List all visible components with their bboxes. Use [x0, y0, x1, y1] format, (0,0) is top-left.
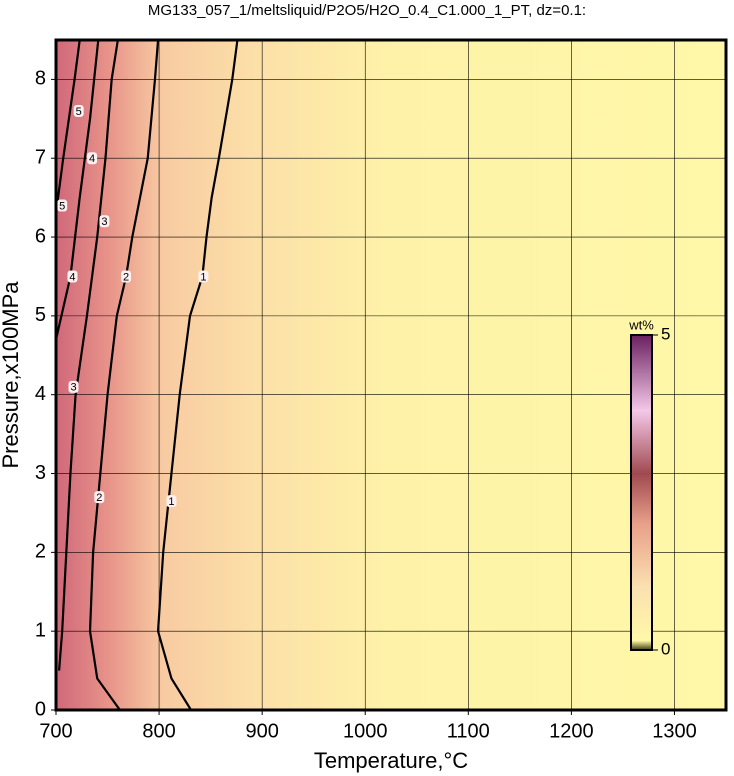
contour-label: 2 — [123, 271, 129, 283]
x-axis-label: Temperature,°C — [314, 748, 468, 773]
chart-title: MG133_057_1/meltsliquid/P2O5/H2O_0.4_C1.… — [148, 2, 586, 19]
contour-line — [88, 39, 160, 711]
contour-label: 4 — [89, 153, 95, 165]
contour-label: 3 — [101, 216, 107, 228]
y-tick-label: 7 — [35, 147, 46, 169]
contour-line — [156, 39, 239, 711]
contour-label-box — [94, 491, 105, 504]
y-tick-label: 4 — [35, 383, 46, 405]
x-tick-label: 900 — [245, 720, 278, 742]
contour-label-box — [73, 104, 84, 117]
contour-line — [54, 39, 81, 214]
contour-label: 1 — [200, 271, 206, 283]
x-tick-label: 1300 — [652, 720, 697, 742]
colorbar-tick-label: 0 — [661, 639, 670, 658]
contour-label: 5 — [76, 106, 82, 118]
x-tick-label: 1100 — [447, 720, 490, 742]
colorbar — [630, 334, 653, 651]
contour-label: 3 — [70, 382, 76, 394]
contour-label-box — [87, 152, 98, 165]
y-tick-label: 5 — [35, 304, 46, 326]
y-tick-label: 0 — [35, 698, 46, 720]
plot-background — [56, 40, 726, 710]
y-tick-label: 3 — [35, 462, 46, 484]
contour-label-box — [166, 495, 177, 508]
contour-label-box — [67, 270, 78, 283]
y-tick-label: 6 — [35, 225, 46, 247]
colorbar-tick-label: 5 — [661, 324, 670, 343]
contour-label: 2 — [96, 492, 102, 504]
y-tick-label: 2 — [35, 541, 46, 563]
colorbar-label: wt% — [628, 317, 654, 332]
contour-label-box — [121, 270, 132, 283]
contour-line — [57, 39, 119, 671]
contour-label: 4 — [69, 271, 75, 283]
x-tick-label: 800 — [142, 720, 175, 742]
y-axis-label: Pressure,x100MPa — [0, 281, 23, 469]
contour-label: 5 — [59, 200, 65, 212]
contour-label-box — [198, 270, 209, 283]
plot-frame — [54, 38, 728, 712]
contour-line — [54, 39, 100, 340]
contour-label-box — [99, 215, 110, 228]
x-tick-label: 1000 — [343, 720, 388, 742]
x-tick-label: 700 — [39, 720, 72, 742]
contour-label-box — [68, 380, 79, 393]
y-tick-label: 1 — [35, 619, 46, 641]
y-tick-label: 8 — [35, 68, 46, 90]
x-tick-label: 1200 — [549, 720, 594, 742]
contour-label-box — [57, 199, 68, 212]
contour-label: 1 — [168, 496, 174, 508]
